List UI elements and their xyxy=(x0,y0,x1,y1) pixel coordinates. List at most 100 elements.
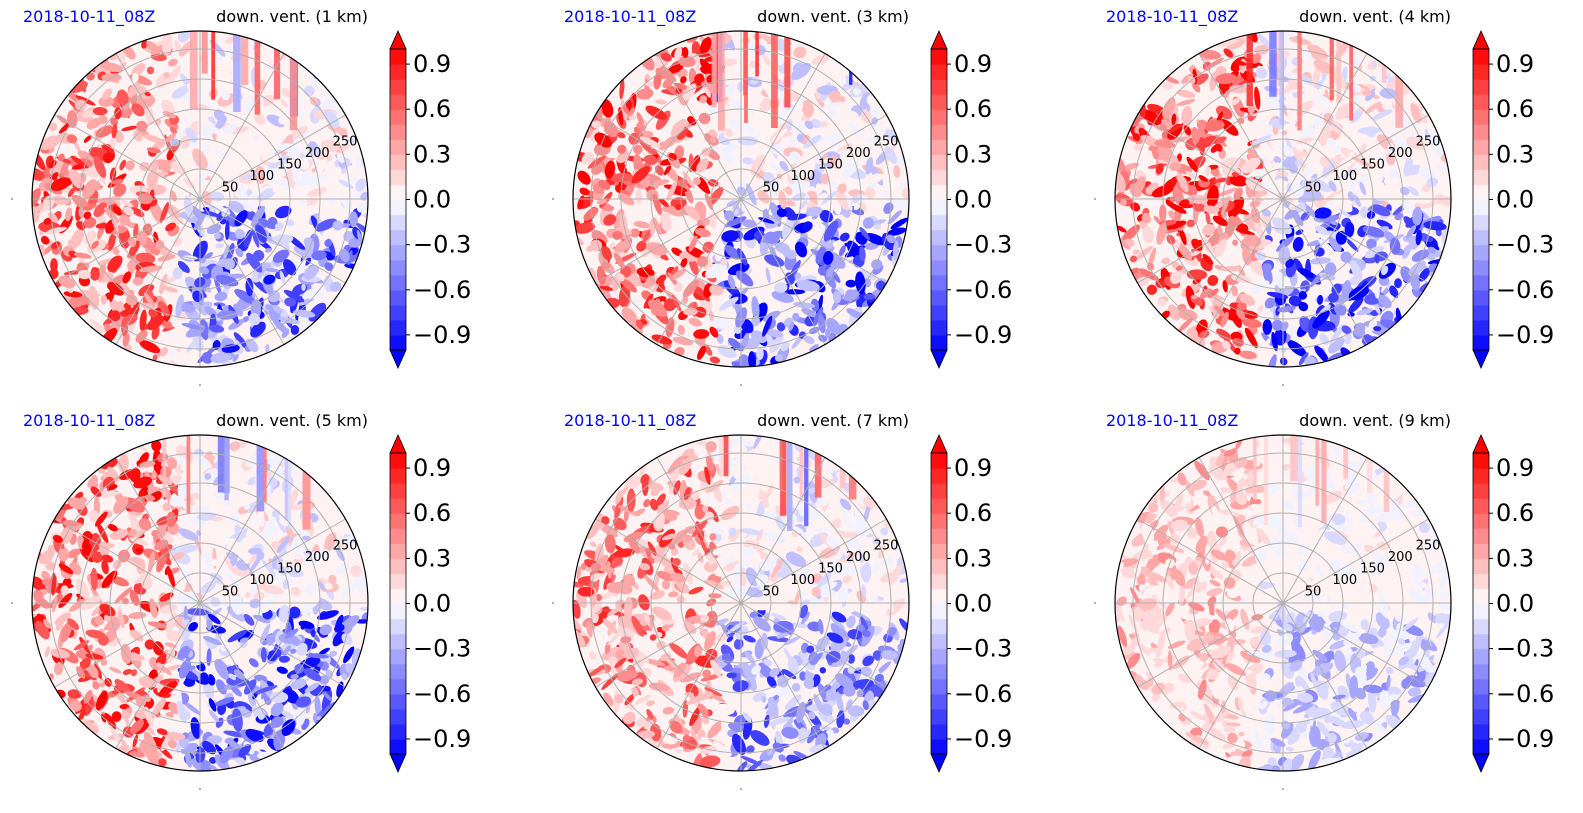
colorbar-extend-min xyxy=(390,754,406,772)
colorbar-segment xyxy=(931,483,947,499)
colorbar-segment xyxy=(390,230,406,246)
axis-dot xyxy=(199,788,201,790)
radial-tick-label: 150 xyxy=(277,562,302,577)
axis-dot xyxy=(552,198,554,200)
radial-tick-label: 100 xyxy=(249,169,274,184)
colorbar-tick-label: −0.3 xyxy=(1496,231,1554,259)
field-blob xyxy=(762,696,767,703)
colorbar-segment xyxy=(390,739,406,755)
colorbar-segment xyxy=(931,64,947,80)
colorbar-segment xyxy=(390,64,406,80)
colorbar-segment xyxy=(1473,275,1489,291)
colorbar-segment xyxy=(390,320,406,336)
colorbar-tick-label: −0.6 xyxy=(413,276,471,304)
colorbar-segment xyxy=(390,468,406,484)
colorbar-segment xyxy=(390,335,406,351)
radial-tick-label: 200 xyxy=(846,146,871,161)
field-streak xyxy=(202,31,208,74)
colorbar-segment xyxy=(931,664,947,680)
colorbar-segment xyxy=(1473,139,1489,155)
colorbar-segment xyxy=(1473,245,1489,261)
field-streak xyxy=(241,31,248,85)
radial-tick-label: 200 xyxy=(1388,146,1413,161)
colorbar-segment xyxy=(1473,109,1489,125)
field-streak xyxy=(290,31,297,130)
colorbar-segment xyxy=(390,215,406,231)
colorbar-segment xyxy=(931,275,947,291)
colorbar-segment xyxy=(931,49,947,65)
colorbar-extend-min xyxy=(931,350,947,368)
colorbar-segment xyxy=(1473,305,1489,321)
colorbar-tick-label: 0.3 xyxy=(954,140,992,168)
colorbar-segment xyxy=(390,724,406,740)
colorbar-segment xyxy=(390,169,406,185)
colorbar-segment xyxy=(931,139,947,155)
panel-title: down. vent. (3 km) xyxy=(757,7,909,26)
colorbar-extend-max xyxy=(931,435,947,453)
radial-tick-label: 100 xyxy=(790,169,815,184)
colorbar-segment xyxy=(1473,335,1489,351)
colorbar-segment xyxy=(390,483,406,499)
colorbar-segment xyxy=(931,724,947,740)
colorbar-segment xyxy=(1473,320,1489,336)
field-streak xyxy=(303,435,311,530)
panel-date: 2018-10-11_08Z xyxy=(1106,7,1238,27)
field-streak xyxy=(1382,31,1387,83)
colorbar-segment xyxy=(390,453,406,469)
colorbar-segment xyxy=(390,543,406,559)
colorbar-segment xyxy=(931,453,947,469)
field-streak xyxy=(224,435,228,500)
colorbar-tick-label: 0.6 xyxy=(954,95,992,123)
colorbar-segment xyxy=(931,305,947,321)
colorbar-tick-label: 0.6 xyxy=(1496,95,1534,123)
field-blob xyxy=(1341,81,1347,89)
radial-tick-label: 250 xyxy=(874,539,899,554)
colorbar-segment xyxy=(390,124,406,140)
field-streak xyxy=(712,31,717,107)
colorbar-segment xyxy=(931,528,947,544)
colorbar-extend-max xyxy=(390,435,406,453)
colorbar-segment xyxy=(390,79,406,95)
colorbar-segment xyxy=(1473,169,1489,185)
field-blob xyxy=(223,502,233,507)
colorbar: 0.90.60.30.0−0.3−0.6−0.9 xyxy=(1473,31,1554,368)
radial-tick-label: 150 xyxy=(277,158,302,173)
colorbar-segment xyxy=(931,94,947,110)
colorbar-segment xyxy=(390,94,406,110)
colorbar-segment xyxy=(390,604,406,620)
colorbar-segment xyxy=(931,739,947,755)
colorbar-segment xyxy=(1473,124,1489,140)
radial-tick-label: 200 xyxy=(305,550,330,565)
axis-dot xyxy=(199,384,201,386)
colorbar-segment xyxy=(1473,215,1489,231)
colorbar-segment xyxy=(1473,49,1489,65)
colorbar-tick-label: 0.6 xyxy=(413,499,451,527)
colorbar-segment xyxy=(931,335,947,351)
colorbar: 0.90.60.30.0−0.3−0.6−0.9 xyxy=(931,31,1012,368)
colorbar-tick-label: 0.0 xyxy=(413,590,451,618)
colorbar-segment xyxy=(931,290,947,306)
colorbar-tick-label: 0.3 xyxy=(954,544,992,572)
radial-tick-label: 100 xyxy=(1332,169,1357,184)
field-streak xyxy=(187,435,191,513)
colorbar-tick-label: 0.0 xyxy=(1496,186,1534,214)
radial-tick-label: 200 xyxy=(846,550,871,565)
radial-tick-label: 200 xyxy=(305,146,330,161)
field-streak xyxy=(743,31,747,96)
colorbar-tick-label: −0.9 xyxy=(954,321,1012,349)
field-blob xyxy=(245,592,251,598)
colorbar-tick-label: 0.9 xyxy=(1496,50,1534,78)
field-streak xyxy=(849,31,852,85)
colorbar-segment xyxy=(390,528,406,544)
colorbar-tick-label: −0.3 xyxy=(413,231,471,259)
colorbar-extend-max xyxy=(931,31,947,49)
colorbar-tick-label: 0.3 xyxy=(1496,140,1534,168)
colorbar-segment xyxy=(390,619,406,635)
field-streak xyxy=(314,31,322,79)
colorbar-tick-label: 0.3 xyxy=(413,544,451,572)
